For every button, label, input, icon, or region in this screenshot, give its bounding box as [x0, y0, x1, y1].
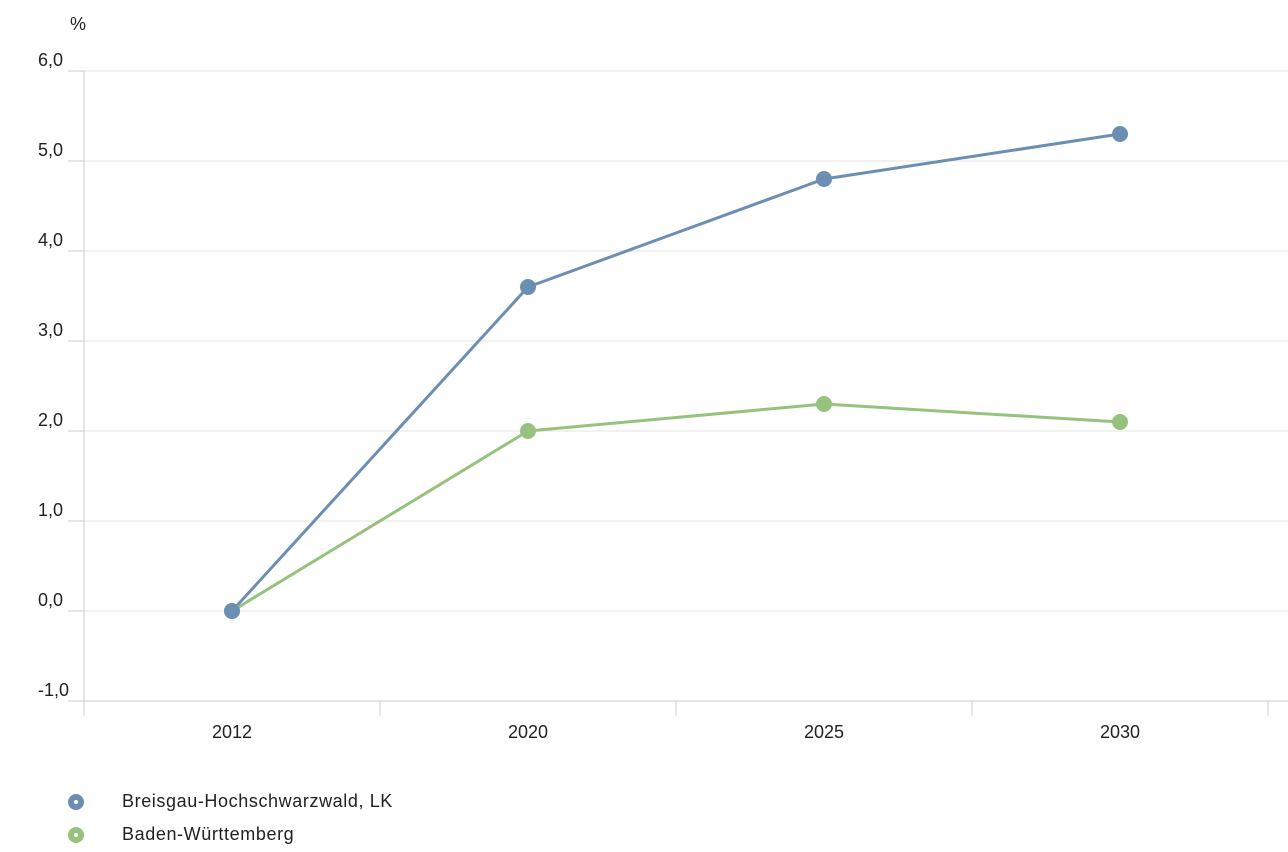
axes [83, 71, 1288, 702]
series-line-breisgau [230, 132, 1121, 613]
series-lines [224, 126, 1128, 619]
legend-item-baden-wuerttemberg[interactable]: Baden-Württemberg [68, 818, 393, 851]
legend-item-breisgau[interactable]: Breisgau-Hochschwarzwald, LK [68, 785, 393, 818]
x-tick-label: 2020 [508, 722, 548, 742]
y-tick-label: 5,0 [38, 140, 63, 160]
legend-label: Baden-Württemberg [122, 824, 295, 844]
legend-marker-baden-wuerttemberg-icon [68, 826, 84, 843]
y-tick-label: 3,0 [38, 320, 63, 340]
legend: Breisgau-Hochschwarzwald, LK Baden-Württ… [68, 785, 393, 851]
x-tick-label: 2030 [1100, 722, 1140, 742]
y-tick-label: 4,0 [38, 230, 63, 250]
y-axis-ticks: -1,0 0,0 1,0 2,0 3,0 4,0 5,0 6,0 [38, 50, 84, 702]
data-point-baden-wuerttemberg[interactable] [1112, 414, 1128, 430]
series-line-baden-wuerttemberg [231, 402, 1121, 613]
legend-label: Breisgau-Hochschwarzwald, LK [122, 791, 393, 811]
y-tick-label: -1,0 [38, 680, 69, 700]
data-point-breisgau[interactable] [520, 279, 536, 295]
y-tick-label: 6,0 [38, 50, 63, 70]
x-tick-label: 2025 [804, 722, 844, 742]
gridlines [84, 70, 1288, 612]
y-tick-label: 0,0 [38, 590, 63, 610]
x-axis-ticks: 2012 2020 2025 2030 [83, 701, 1269, 742]
data-point-baden-wuerttemberg[interactable] [816, 396, 832, 412]
data-point-baden-wuerttemberg[interactable] [520, 423, 536, 439]
legend-marker-breisgau-icon [68, 793, 84, 810]
data-point-breisgau[interactable] [816, 171, 832, 187]
y-axis-unit-label: % [70, 14, 86, 34]
y-tick-label: 2,0 [38, 410, 63, 430]
y-tick-label: 1,0 [38, 500, 63, 520]
data-point-breisgau[interactable] [1112, 126, 1128, 142]
x-tick-label: 2012 [212, 722, 252, 742]
data-point-breisgau[interactable] [224, 603, 240, 619]
